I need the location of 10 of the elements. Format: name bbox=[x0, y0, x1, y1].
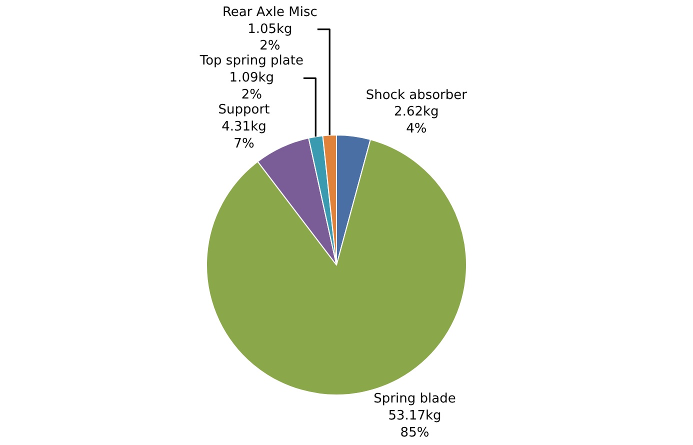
data-label: 4.31kg 7% bbox=[222, 119, 266, 152]
slice-label: Support bbox=[218, 102, 270, 118]
data-label: 2.62kg 4% bbox=[394, 104, 439, 137]
data-label: 53.17kg 85% bbox=[388, 408, 442, 440]
slice-label: Rear Axle Misc bbox=[222, 4, 318, 20]
slice-label: Top spring plate bbox=[198, 54, 304, 69]
slice-label: Spring blade bbox=[374, 392, 456, 407]
slice-label: Shock absorber bbox=[366, 88, 468, 103]
data-label: 1.05kg 2% bbox=[248, 22, 292, 54]
data-label: 1.09kg 2% bbox=[229, 70, 274, 103]
